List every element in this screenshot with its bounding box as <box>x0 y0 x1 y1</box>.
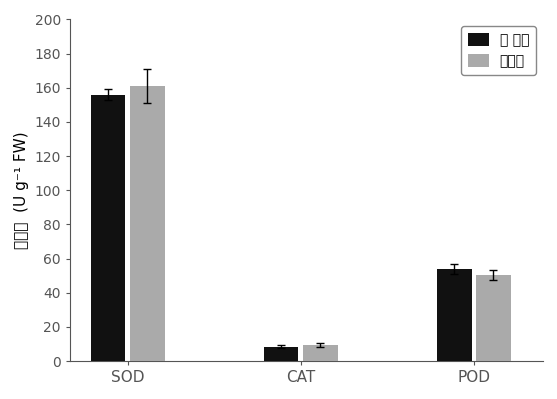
Legend: 本 方法, 传统法: 本 方法, 传统法 <box>461 26 536 75</box>
Bar <box>437 269 472 361</box>
Bar <box>130 86 165 361</box>
Y-axis label: 醂活力  (U g⁻¹ FW): 醂活力 (U g⁻¹ FW) <box>14 131 29 249</box>
Bar <box>91 95 125 361</box>
Bar <box>264 347 299 361</box>
Bar <box>476 275 511 361</box>
Bar <box>303 345 338 361</box>
